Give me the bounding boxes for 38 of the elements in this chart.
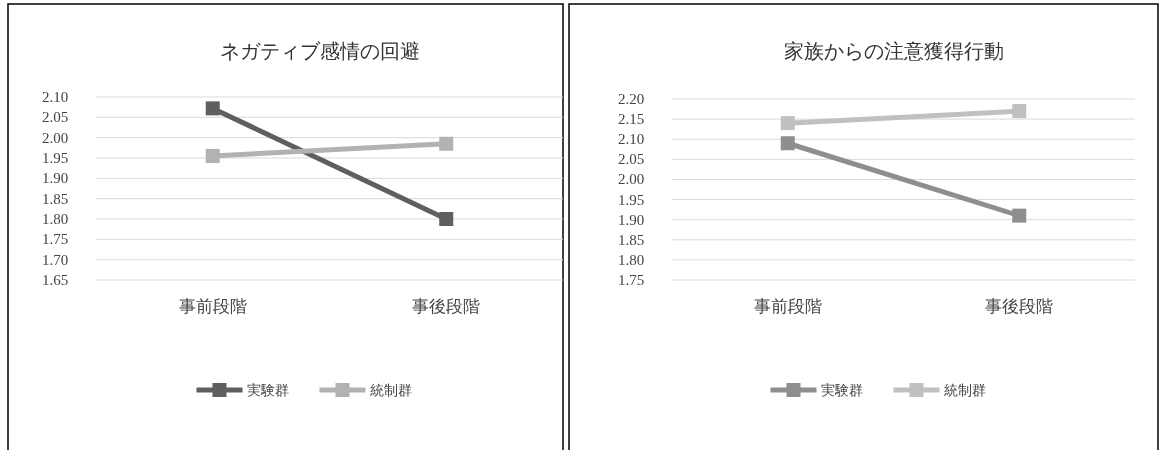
y-tick-label: 1.95 [617, 191, 645, 208]
point [439, 212, 454, 226]
y-tick-label: 1.80 [41, 211, 69, 227]
legend-label: 統制群 [943, 382, 986, 398]
y-tick-label: 1.80 [617, 251, 645, 268]
point [439, 136, 454, 151]
chart-title: ネガティブ感情の回避 [219, 39, 420, 63]
point [1012, 104, 1027, 119]
y-tick-label: 2.10 [617, 131, 645, 148]
legend-label: 実験群 [246, 382, 289, 398]
y-tick-label: 1.75 [617, 272, 645, 288]
y-tick-label: 2.15 [617, 111, 645, 128]
y-tick-label: 2.10 [41, 89, 69, 105]
chart-title: 家族からの注意獲得行動 [783, 39, 1004, 63]
y-tick-label: 1.70 [41, 251, 69, 268]
y-tick-label: 2.05 [617, 151, 645, 168]
point [205, 148, 220, 163]
y-tick-label: 2.20 [617, 91, 645, 107]
legend-label: 統制群 [369, 382, 412, 398]
x-tick-label: 事後段階 [412, 296, 481, 316]
y-tick-label: 1.65 [41, 272, 69, 288]
point [205, 101, 220, 116]
point [1012, 208, 1027, 223]
point [780, 136, 795, 151]
y-tick-label: 2.05 [41, 109, 69, 126]
x-tick-label: 事後段階 [985, 296, 1054, 316]
y-tick-label: 1.85 [41, 190, 69, 207]
y-tick-label: 1.75 [41, 231, 69, 248]
y-tick-label: 2.00 [617, 171, 645, 188]
x-tick-label: 事前段階 [178, 296, 247, 316]
legend-label: 実験群 [820, 382, 863, 398]
x-tick-label: 事前段階 [753, 296, 822, 316]
y-tick-label: 1.90 [41, 170, 69, 187]
y-tick-label: 1.95 [41, 150, 69, 166]
y-tick-label: 1.85 [617, 231, 645, 248]
y-tick-label: 1.90 [617, 211, 645, 228]
point [780, 116, 795, 131]
y-tick-label: 2.00 [41, 129, 69, 146]
